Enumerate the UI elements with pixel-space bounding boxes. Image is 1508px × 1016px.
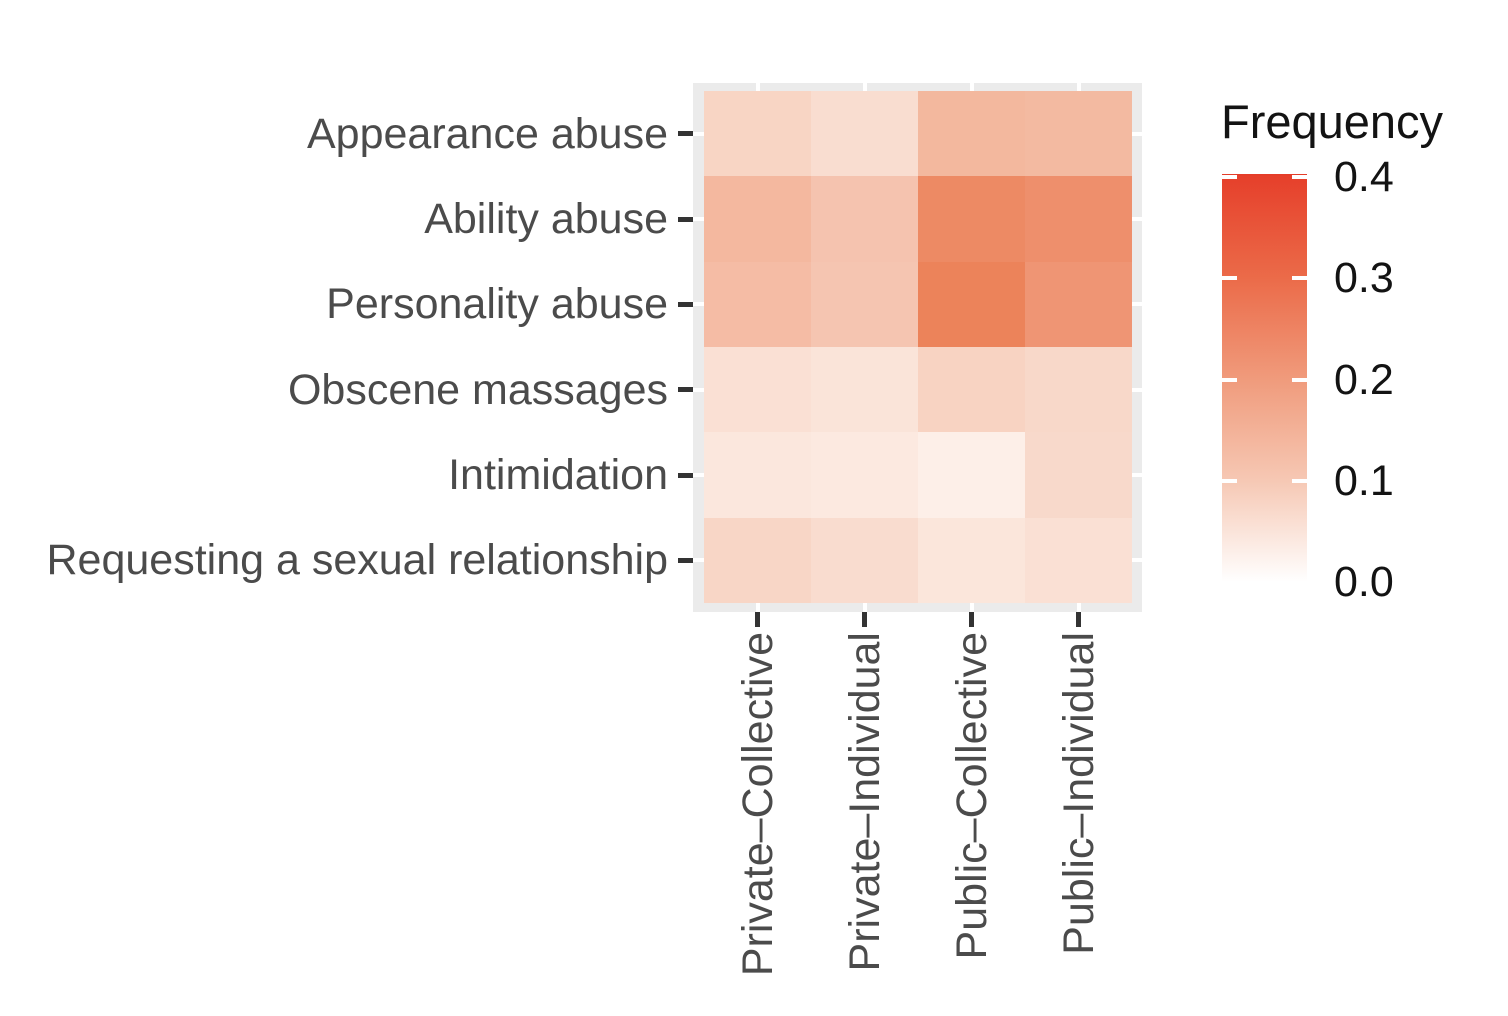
x-axis-label: Private–Individual (840, 632, 889, 972)
plot-panel (693, 83, 1142, 612)
x-axis-tick (969, 612, 974, 627)
y-axis-tick (678, 387, 693, 393)
x-axis-tick (755, 612, 760, 627)
heatmap-cell-r1-c0 (704, 176, 811, 262)
y-axis-tick (678, 472, 693, 478)
heatmap-cell-r0-c0 (704, 91, 811, 177)
x-axis-label: Public–Individual (1054, 632, 1103, 955)
heatmap-cell-r1-c3 (1025, 176, 1132, 262)
heatmap-cell-r2-c1 (811, 261, 918, 347)
y-axis-tick (678, 131, 693, 137)
y-axis-label: Personality abuse (326, 280, 668, 329)
heatmap-cell-r0-c2 (918, 91, 1025, 177)
heatmap-cell-r4-c2 (918, 432, 1025, 518)
x-axis-tick (862, 612, 867, 627)
y-axis-label: Obscene massages (287, 365, 668, 414)
x-axis-label: Private–Collective (733, 632, 782, 977)
colorbar-tick (1292, 175, 1307, 180)
heatmap-tiles (704, 91, 1132, 603)
y-axis-label: Ability abuse (424, 195, 668, 243)
y-axis-label: Appearance abuse (306, 109, 668, 158)
heatmap-cell-r5-c0 (704, 517, 811, 603)
heatmap-cell-r1-c2 (918, 176, 1025, 262)
colorbar-tick (1292, 478, 1307, 483)
colorbar-tick (1292, 377, 1307, 382)
colorbar-tick-label: 0.0 (1334, 558, 1394, 606)
colorbar-tick (1222, 377, 1237, 382)
heatmap-cell-r5-c1 (811, 517, 918, 603)
heatmap-cell-r2-c2 (918, 261, 1025, 347)
colorbar-tick-label: 0.3 (1334, 254, 1394, 303)
colorbar-tick (1222, 478, 1237, 483)
y-axis-tick (678, 216, 693, 222)
heatmap-cell-r2-c0 (704, 261, 811, 347)
heatmap-cell-r1-c1 (811, 176, 918, 262)
heatmap-cell-r0-c1 (811, 91, 918, 177)
heatmap-cell-r2-c3 (1025, 261, 1132, 347)
legend-title: Frequency (1221, 95, 1444, 148)
colorbar-tick-label: 0.2 (1334, 355, 1394, 404)
heatmap-cell-r4-c0 (704, 432, 811, 518)
colorbar-tick (1292, 276, 1307, 281)
colorbar-tick (1222, 175, 1237, 180)
y-axis-label: Intimidation (448, 451, 668, 499)
x-axis-tick (1076, 612, 1081, 627)
y-axis-tick (678, 301, 693, 307)
x-axis-label: Public–Collective (947, 632, 996, 960)
heatmap-cell-r4-c1 (811, 432, 918, 518)
y-axis-tick (678, 557, 693, 563)
heatmap-cell-r3-c3 (1025, 347, 1132, 433)
heatmap-cell-r4-c3 (1025, 432, 1132, 518)
colorbar-tick-label: 0.4 (1334, 153, 1394, 202)
colorbar-gradient (1222, 174, 1307, 582)
colorbar-tick-label: 0.1 (1334, 456, 1394, 505)
heatmap-cell-r3-c0 (704, 347, 811, 433)
heatmap-cell-r3-c1 (811, 347, 918, 433)
heatmap-cell-r5-c2 (918, 517, 1025, 603)
y-axis-label: Requesting a sexual relationship (46, 536, 668, 585)
heatmap-cell-r3-c2 (918, 347, 1025, 433)
colorbar-tick (1222, 276, 1237, 281)
heatmap-cell-r0-c3 (1025, 91, 1132, 177)
heatmap-cell-r5-c3 (1025, 517, 1132, 603)
